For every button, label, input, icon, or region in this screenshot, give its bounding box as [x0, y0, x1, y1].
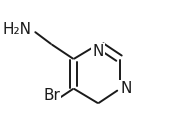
Text: Br: Br	[43, 88, 60, 103]
Text: H₂N: H₂N	[3, 22, 32, 37]
Text: N: N	[92, 44, 104, 59]
Text: N: N	[120, 81, 132, 96]
